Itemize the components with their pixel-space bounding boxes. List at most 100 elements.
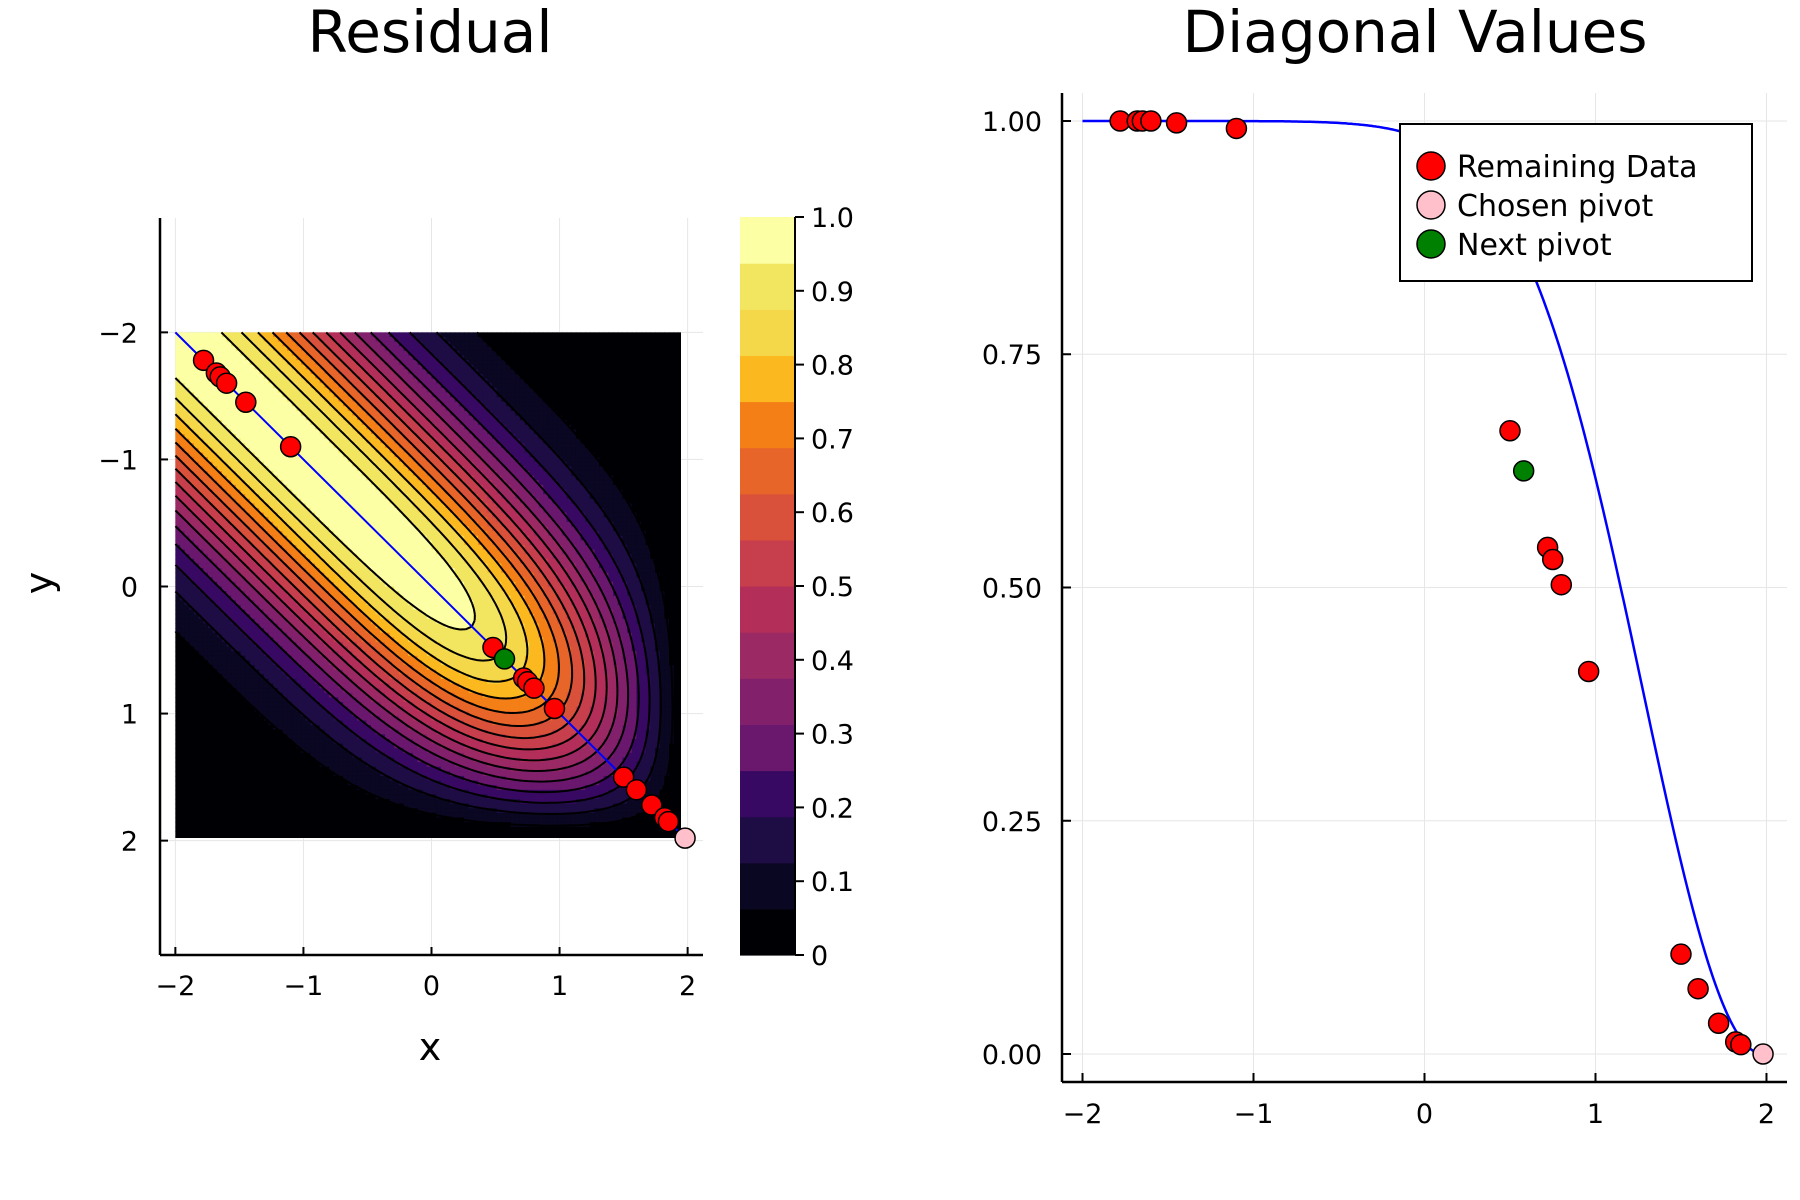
residual-cell [175, 586, 181, 592]
residual-cell [352, 651, 358, 657]
residual-cell [212, 535, 218, 541]
residual-cell [324, 535, 330, 541]
residual-cell [315, 799, 321, 805]
residual-cell [375, 697, 381, 703]
residual-cell [259, 549, 265, 555]
residual-cell [319, 503, 325, 509]
residual-cell [277, 512, 284, 518]
residual-cell [226, 826, 232, 832]
residual-cell [189, 632, 195, 638]
residual-cell [356, 475, 363, 481]
residual-cell [203, 401, 209, 407]
residual-cell [315, 757, 321, 763]
residual-cell [217, 360, 223, 366]
residual-cell [198, 507, 204, 514]
residual-cell [217, 762, 223, 768]
residual-cell [380, 406, 386, 412]
residual-cell [370, 775, 377, 782]
residual-cell [184, 711, 190, 717]
residual-cell [277, 332, 284, 338]
residual-cell [315, 341, 321, 347]
residual-cell [235, 572, 242, 578]
residual-cell [291, 702, 298, 708]
residual-cell [235, 373, 242, 380]
residual-cell [254, 762, 260, 768]
residual-cell [380, 655, 386, 662]
residual-cell [282, 803, 288, 809]
residual-cell [305, 346, 312, 352]
residual-cell [366, 373, 372, 380]
residual-cell [240, 789, 246, 796]
residual-cell [180, 651, 186, 657]
residual-cell [277, 637, 284, 643]
residual-cell [296, 360, 302, 366]
residual-cell [333, 660, 339, 666]
residual-cell [231, 641, 237, 648]
residual-cell [198, 429, 204, 435]
residual-cell [301, 586, 307, 592]
residual-cell [356, 669, 363, 675]
residual-cell [207, 526, 214, 532]
residual-cell [296, 771, 302, 777]
residual-cell [356, 434, 363, 440]
residual-cell [184, 410, 190, 417]
residual-cell [384, 420, 391, 426]
residual-cell [235, 554, 242, 560]
residual-cell [277, 669, 284, 675]
residual-cell [221, 678, 228, 685]
residual-cell [175, 743, 181, 749]
residual-cell [240, 748, 246, 754]
residual-cell [333, 429, 339, 435]
residual-cell [273, 466, 279, 472]
residual-cell [338, 660, 344, 666]
residual-cell [338, 674, 344, 680]
residual-cell [189, 803, 195, 809]
residual-cell [380, 683, 386, 689]
residual-cell [189, 734, 195, 740]
residual-cell [221, 655, 228, 662]
residual-cell [207, 415, 214, 421]
residual-cell [249, 484, 256, 491]
residual-cell [333, 775, 339, 782]
residual-cell [333, 752, 339, 759]
residual-cell [198, 720, 204, 726]
residual-cell [254, 711, 260, 717]
residual-cell [189, 549, 195, 555]
residual-cell [361, 480, 367, 486]
residual-cell [184, 360, 190, 366]
residual-cell [268, 665, 274, 671]
residual-cell [282, 563, 288, 569]
residual-cell [193, 799, 200, 805]
residual-cell [226, 799, 232, 805]
residual-cell [366, 512, 372, 518]
residual-cell [226, 766, 232, 772]
residual-cell [315, 401, 321, 407]
residual-cell [301, 775, 307, 782]
residual-cell [268, 734, 274, 740]
residual-cell [198, 826, 204, 832]
residual-cell [254, 822, 260, 828]
residual-cell [203, 452, 209, 458]
residual-cell [263, 526, 270, 532]
residual-cell [370, 392, 377, 398]
residual-cell [180, 397, 186, 403]
residual-cell [184, 447, 190, 454]
residual-cell [366, 822, 372, 828]
residual-cell [352, 558, 358, 564]
residual-cell [221, 780, 228, 786]
residual-cell [277, 447, 284, 454]
residual-cell [180, 480, 186, 486]
residual-cell [356, 614, 363, 620]
residual-cell [175, 489, 181, 495]
residual-cell [370, 591, 377, 597]
residual-cell [305, 789, 312, 796]
residual-cell [291, 674, 298, 680]
residual-cell [380, 752, 386, 759]
residual-cell [296, 591, 302, 597]
residual-cell [333, 549, 339, 555]
residual-cell [296, 434, 302, 440]
residual-cell [333, 618, 339, 625]
residual-cell [189, 336, 195, 343]
residual-cell [254, 729, 260, 735]
residual-cell [212, 808, 218, 814]
